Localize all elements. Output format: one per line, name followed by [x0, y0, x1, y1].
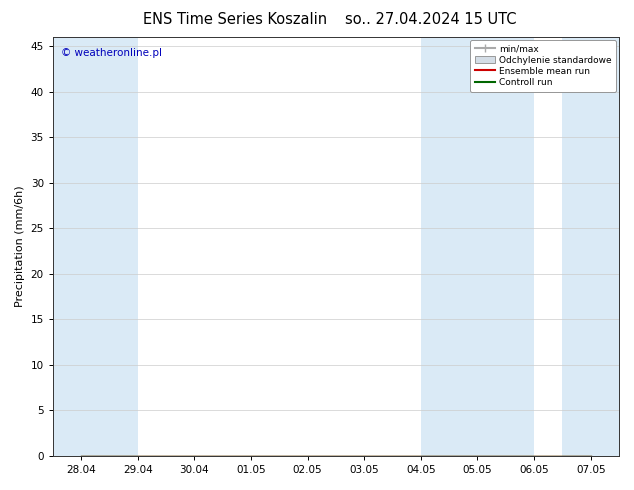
- Legend: min/max, Odchylenie standardowe, Ensemble mean run, Controll run: min/max, Odchylenie standardowe, Ensembl…: [470, 40, 616, 92]
- Bar: [421, 37, 534, 456]
- Text: so.. 27.04.2024 15 UTC: so.. 27.04.2024 15 UTC: [346, 12, 517, 27]
- Text: ENS Time Series Koszalin: ENS Time Series Koszalin: [143, 12, 327, 27]
- Bar: [562, 37, 619, 456]
- Y-axis label: Precipitation (mm/6h): Precipitation (mm/6h): [15, 186, 25, 307]
- Text: © weatheronline.pl: © weatheronline.pl: [61, 48, 162, 57]
- Bar: [53, 37, 138, 456]
